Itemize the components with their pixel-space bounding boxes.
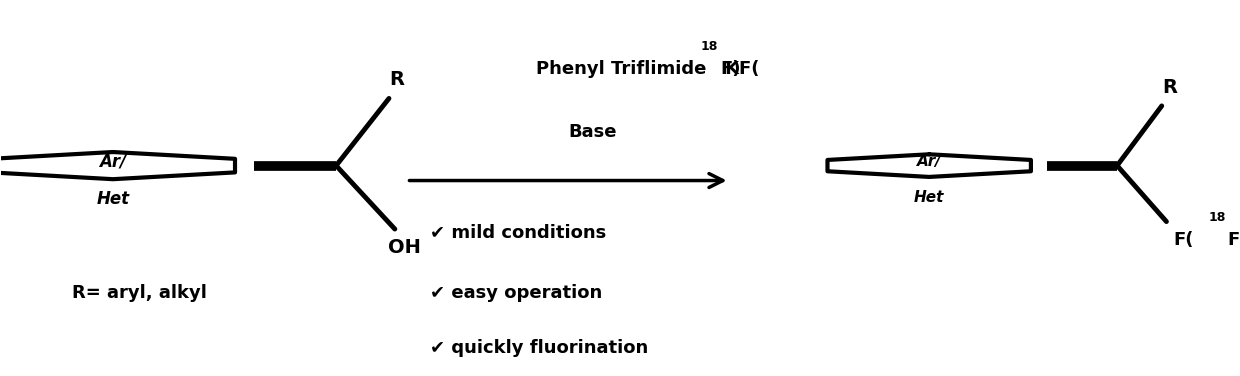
Text: Base: Base <box>569 123 618 141</box>
Text: F): F) <box>1228 231 1240 249</box>
Text: OH: OH <box>388 238 420 257</box>
Text: ✔ mild conditions: ✔ mild conditions <box>430 224 606 242</box>
Text: 18: 18 <box>1209 211 1226 224</box>
Text: Het: Het <box>97 190 129 208</box>
Text: Ar/: Ar/ <box>99 153 126 171</box>
Text: R: R <box>1162 78 1178 97</box>
Text: 18: 18 <box>701 40 718 53</box>
Text: F(: F( <box>1173 231 1194 249</box>
Text: Ar/: Ar/ <box>916 155 941 169</box>
Text: ✔ quickly fluorination: ✔ quickly fluorination <box>430 340 649 358</box>
Text: Het: Het <box>914 190 945 205</box>
Text: ✔ easy operation: ✔ easy operation <box>430 284 603 302</box>
Text: R: R <box>389 70 404 89</box>
Text: R= aryl, alkyl: R= aryl, alkyl <box>72 284 207 302</box>
Text: Phenyl Triflimide   KF(: Phenyl Triflimide KF( <box>536 59 759 77</box>
Text: F): F) <box>720 59 740 77</box>
